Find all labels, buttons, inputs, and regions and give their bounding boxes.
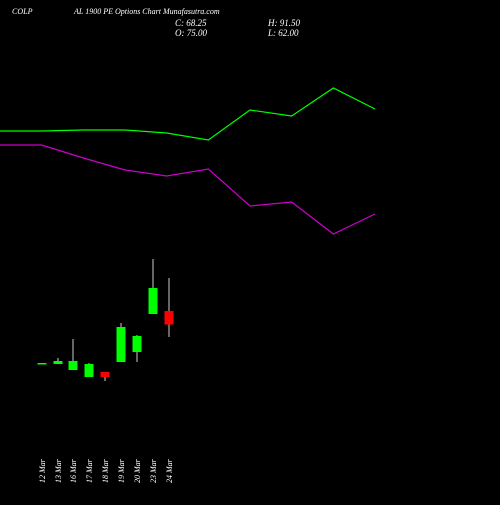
high-label: H: 91.50 <box>267 18 300 28</box>
chart-subtitle: AL 1900 PE Options Chart Munafasutra.com <box>73 7 220 16</box>
chart-title: COLP <box>12 7 33 16</box>
candle-body <box>100 372 110 377</box>
x-tick-label: 20 Mar <box>133 458 142 483</box>
candle-body <box>68 361 78 370</box>
candle-body <box>164 311 174 325</box>
x-tick-label: 17 Mar <box>85 458 94 483</box>
low-label: L: 62.00 <box>267 28 299 38</box>
candle-body <box>37 363 47 365</box>
x-tick-label: 18 Mar <box>101 458 110 483</box>
x-tick-label: 24 Mar <box>165 458 174 483</box>
x-tick-label: 16 Mar <box>69 458 78 483</box>
candle-body <box>53 361 63 364</box>
candle-body <box>84 364 94 377</box>
open-label: O: 75.00 <box>175 28 207 38</box>
indicator-line <box>0 87 376 141</box>
x-tick-label: 13 Mar <box>54 458 63 483</box>
candle-body <box>132 336 142 352</box>
x-tick-label: 23 Mar <box>149 458 158 483</box>
candle-body <box>116 327 126 362</box>
x-tick-label: 19 Mar <box>117 458 126 483</box>
indicator-line <box>0 144 376 235</box>
candle-body <box>148 288 158 314</box>
close-label: C: 68.25 <box>175 18 207 28</box>
x-tick-label: 12 Mar <box>38 458 47 483</box>
